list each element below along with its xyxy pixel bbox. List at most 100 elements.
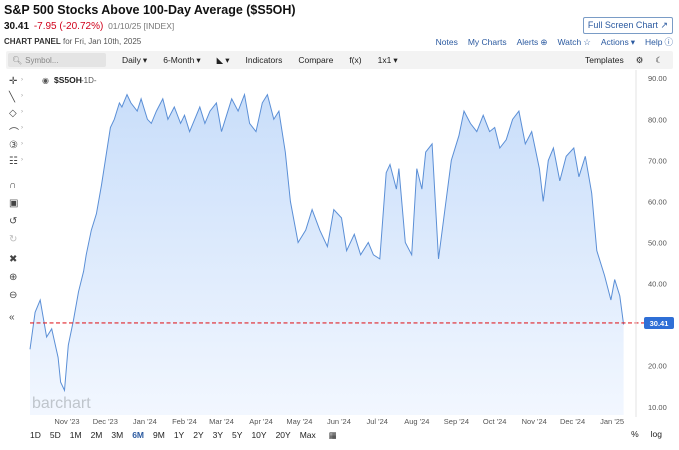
symbol-placeholder: Symbol... [25,55,59,65]
chevron-right-icon: › [21,125,23,131]
period-button-9m[interactable]: 9M [153,430,165,440]
x-tick-label: Jan '24 [133,417,157,426]
arc-icon: ⌒ [9,128,19,139]
quote-meta: 01/10/25 [INDEX] [108,21,175,31]
series-area-fill [30,94,624,415]
period-button-6m[interactable]: 6M [132,430,144,440]
number-icon: ③ [9,140,18,151]
x-tick-label: Oct '24 [483,417,507,426]
full-screen-chart-button[interactable]: Full Screen Chart ↗ [582,17,673,34]
magnet-tool[interactable]: ∩ [6,180,28,194]
period-button-1m[interactable]: 1M [69,430,82,440]
chart-legend: ◉ $S5OH -1D- [42,75,97,85]
alerts-link[interactable]: Alerts ⊕ [517,36,548,48]
redo-icon: ↻ [9,234,18,245]
moon-icon[interactable]: ☾ [655,54,663,65]
actions-menu[interactable]: Actions ▾ [601,36,635,48]
period-buttons: 1D 5D 1M 2M 3M 6M 9M 1Y 2Y 3Y 5Y 10Y 20Y Max [30,430,325,440]
period-bar: 1D 5D 1M 2M 3M 6M 9M 1Y 2Y 3Y 5Y 10Y 20Y Max ▦ % log [30,428,670,442]
period-dropdown[interactable]: 6-Month ▾ [163,55,200,66]
arc-tool[interactable]: ⌒ › [6,124,28,139]
chart-type-icon: ◣ [216,54,224,65]
chart-panel-label: CHART PANEL for Fri, Jan 10th, 2025 [4,37,141,46]
shapes-tool[interactable]: ◇ › [6,108,28,122]
crosshair-tool[interactable]: ✛ › [6,76,28,90]
lock-tool[interactable]: ▣ [6,198,28,212]
period-button-1d[interactable]: 1D [30,430,41,440]
indicators-button[interactable]: Indicators [245,55,283,65]
x-tick-label: Apr '24 [249,417,273,426]
period-value: 6-Month [163,55,195,65]
y-tick-label: 40.00 [648,280,667,289]
zoom-in-tool[interactable]: ⊕ [6,272,28,286]
collapse-tools-button[interactable]: « [6,312,28,326]
x-tick-label: May '24 [286,417,312,426]
help-link[interactable]: Help ⓘ [645,36,673,48]
period-button-1y[interactable]: 1Y [173,430,185,440]
pattern-icon: ☷ [9,156,18,167]
chevron-right-icon: › [21,93,23,99]
eye-icon[interactable]: ◉ [42,76,49,85]
chevron-down-icon: ▾ [142,54,148,65]
interval-dropdown[interactable]: Daily ▾ [122,55,147,66]
chart-panel-links: Notes My Charts Alerts ⊕ Watch ☆ Actions ▾ … [436,36,673,48]
search-icon: 🔍︎ [12,55,23,65]
layout-value: 1x1 [377,55,392,65]
legend-interval: -1D- [81,76,97,85]
zoom-out-tool[interactable]: ⊖ [6,290,28,304]
trendline-tool[interactable]: ╲ › [6,92,28,106]
period-button-2y[interactable]: 2Y [193,430,204,440]
log-toggle[interactable]: log [650,429,662,439]
double-chevron-left-icon: « [9,312,15,323]
period-button-2m[interactable]: 2M [90,430,103,440]
gear-icon[interactable]: ⚙ [635,54,644,65]
x-tick-label: Jun '24 [327,417,351,426]
compare-button[interactable]: Compare [298,55,334,65]
watch-link[interactable]: Watch ☆ [557,36,590,48]
x-tick-label: Sep '24 [444,417,469,426]
x-tick-label: Nov '24 [522,417,547,426]
zoom-in-icon: ⊕ [9,272,18,283]
redo-tool[interactable]: ↻ [6,234,28,248]
period-button-10y[interactable]: 10Y [251,430,267,440]
lock-icon: ▣ [9,198,19,209]
chevron-down-icon: ▾ [225,54,230,65]
templates-button[interactable]: Templates [585,55,624,65]
symbol-search-input[interactable]: 🔍︎ Symbol... [8,53,106,67]
period-button-20y[interactable]: 20Y [275,430,291,440]
pattern-tool[interactable]: ☷ › [6,156,28,170]
delete-tool[interactable]: ✖ [6,254,28,268]
chevron-right-icon: › [21,77,23,83]
my-charts-label: My Charts [467,37,507,47]
elliott-wave-tool[interactable]: ③ › [6,140,28,154]
chevron-right-icon: › [21,109,23,115]
fx-button[interactable]: f(x) [349,55,362,65]
my-charts-link[interactable]: My Charts [468,36,507,48]
period-button-3y[interactable]: 3Y [212,430,224,440]
chart-type-dropdown[interactable]: ◣ ▾ [217,55,230,66]
calendar-icon[interactable]: ▦ [328,429,337,440]
period-button-3m[interactable]: 3M [111,430,124,440]
x-tick-label: Aug '24 [404,417,429,426]
layout-dropdown[interactable]: 1x1 ▾ [378,55,398,66]
y-tick-label: 90.00 [648,74,667,83]
period-button-5d[interactable]: 5D [49,430,61,440]
chart-header: S&P 500 Stocks Above 100-Day Average ($S… [0,0,679,48]
interval-value: Daily [122,55,141,65]
chevron-down-icon: ▾ [630,36,635,47]
y-tick-label: 80.00 [648,115,667,124]
period-button-max[interactable]: Max [299,430,316,440]
notes-link[interactable]: Notes [435,37,458,47]
actions-label: Actions [600,37,629,47]
chart-panel-bar: CHART PANEL for Fri, Jan 10th, 2025 Note… [0,35,679,49]
x-tick-label: Dec '24 [560,417,585,426]
price-change: -7.95 (-20.72%) [33,21,104,32]
percent-toggle[interactable]: % [631,429,639,439]
undo-tool[interactable]: ↺ [6,216,28,230]
full-screen-chart-label: Full Screen Chart [587,20,658,30]
period-button-5y[interactable]: 5Y [232,430,243,440]
series-line [29,92,625,393]
chevron-right-icon: › [21,141,23,147]
